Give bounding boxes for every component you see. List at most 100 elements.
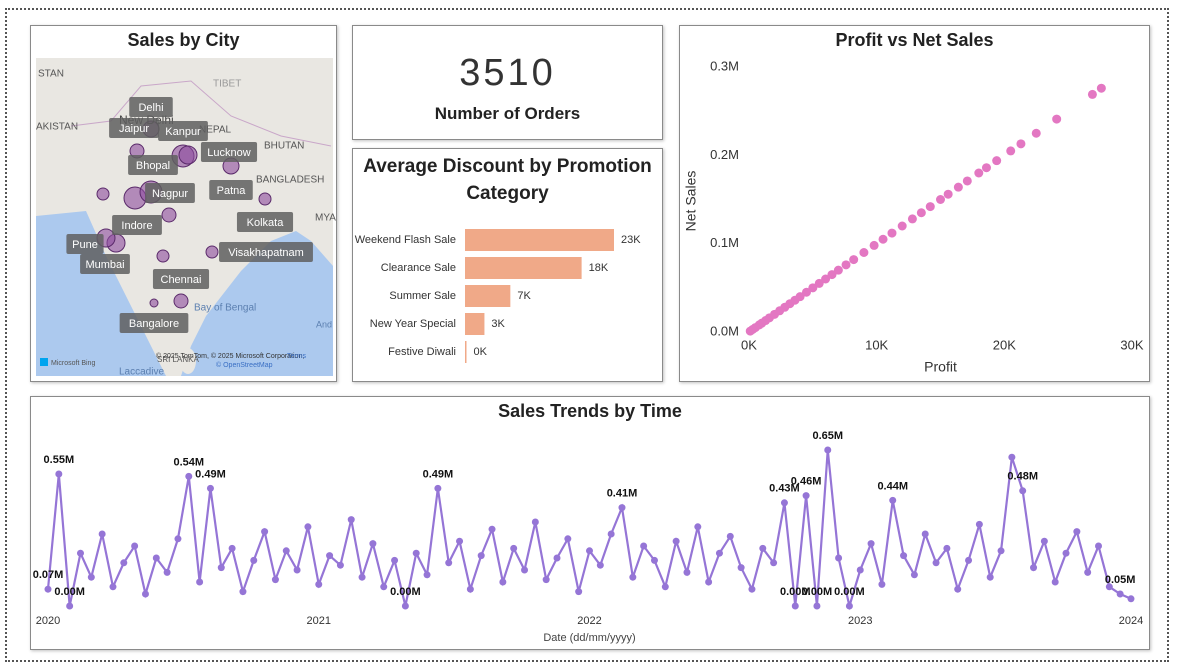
marker	[531, 518, 539, 526]
marker	[44, 585, 52, 593]
city-label-box	[109, 118, 159, 138]
marker	[813, 602, 821, 610]
line-chart: 2020 2021 2022 2023 2024 Date (dd/mm/yyyy) 0.0…	[33, 430, 1144, 644]
place-label: AKISTAN	[36, 122, 78, 133]
point	[827, 270, 837, 280]
city-label-box	[119, 313, 189, 333]
marker	[98, 530, 106, 538]
y-tick-label: 0.1M	[710, 235, 739, 250]
marker	[997, 547, 1005, 555]
marker	[910, 571, 918, 579]
city-label: Visakhapatnam	[228, 247, 304, 259]
marker	[715, 549, 723, 557]
data-label: 0.05M	[1105, 574, 1136, 586]
y-tick-label: 0.2M	[710, 147, 739, 162]
city-label-box	[80, 254, 130, 274]
marker	[553, 554, 561, 562]
data-label: 0.00M	[54, 586, 85, 598]
point	[1087, 89, 1097, 99]
marker	[586, 547, 593, 555]
marker	[423, 571, 431, 579]
marker	[1062, 549, 1070, 557]
city-label: Pune	[72, 239, 98, 251]
marker	[293, 566, 301, 574]
marker	[206, 484, 214, 492]
data-label: 0.00M	[834, 586, 865, 598]
marker	[726, 532, 734, 540]
map-panel: STAN TIBET AKISTAN New Delhi NEPAL BHUTA…	[30, 25, 337, 382]
marker	[845, 602, 853, 610]
point	[992, 156, 1002, 166]
marker	[867, 540, 875, 548]
chart-title: Average Discount by Promotion Category	[363, 156, 652, 204]
marker	[347, 516, 355, 524]
marker	[1008, 453, 1016, 461]
osm-link[interactable]: © OpenStreetMap	[216, 361, 273, 369]
x-axis-title: Profit	[924, 359, 957, 375]
marker	[802, 492, 810, 500]
marker	[618, 504, 626, 512]
marker	[607, 530, 615, 538]
brand: Microsoft Bing	[51, 360, 95, 367]
marker	[986, 573, 994, 581]
marker	[1116, 590, 1124, 598]
marker	[954, 585, 962, 593]
marker	[141, 590, 149, 598]
chart-title: Sales Trends by Time	[498, 401, 682, 421]
bar-chart: Weekend Flash Sale 23K Clearance Sale 18K Su…	[355, 229, 641, 363]
marker	[76, 549, 84, 557]
marker	[748, 585, 756, 593]
y-tick-label: Summer Sale	[389, 290, 456, 302]
city-label-box	[112, 215, 162, 235]
city-label: Kolkata	[247, 217, 285, 229]
marker	[336, 561, 344, 569]
place-label: Bay of Bengal	[194, 303, 256, 314]
marker	[369, 540, 377, 548]
terms-link[interactable]: Terms	[287, 353, 307, 360]
marker	[694, 523, 702, 531]
marker	[87, 573, 95, 581]
point	[981, 163, 991, 173]
marker	[921, 530, 929, 538]
bubble	[149, 298, 159, 308]
marker	[943, 544, 951, 552]
x-tick-label: 2023	[848, 615, 872, 627]
marker	[445, 559, 453, 567]
marker	[835, 554, 843, 562]
marker	[120, 559, 128, 567]
x-tick-label: 10K	[865, 337, 888, 352]
point	[869, 240, 879, 250]
x-tick-label: 2020	[36, 615, 60, 627]
bar	[465, 229, 614, 251]
city-label: Jaipur	[119, 123, 149, 135]
kpi-value: 3510	[459, 52, 556, 94]
y-tick-label: Weekend Flash Sale	[355, 234, 456, 246]
marker	[661, 583, 669, 591]
point	[943, 189, 953, 199]
point	[907, 214, 917, 224]
data-label: 0.00M	[802, 586, 833, 598]
marker	[575, 588, 583, 596]
marker	[488, 525, 496, 533]
city-label: Bangalore	[129, 318, 179, 330]
bar	[465, 285, 511, 307]
place-label: STAN	[38, 69, 64, 80]
marker	[66, 602, 74, 610]
x-axis-title: Date (dd/mm/yyyy)	[543, 632, 635, 644]
marker	[391, 556, 399, 564]
data-label: 0K	[474, 346, 488, 358]
data-label: 7K	[517, 290, 531, 302]
city-label: Delhi	[138, 102, 163, 114]
point	[1031, 128, 1041, 138]
y-tick-label: 0.0M	[710, 323, 739, 338]
marker	[542, 576, 550, 584]
marker	[629, 573, 637, 581]
point	[1016, 139, 1026, 149]
bar-panel: Weekend Flash Sale 23K Clearance Sale 18K Su…	[352, 148, 663, 382]
marker	[304, 523, 312, 531]
scatter-panel: 0.0M 0.1M 0.2M 0.3M 0K 10K 20K 30K Profit Net Sal…	[679, 25, 1150, 382]
y-tick-label: New Year Special	[370, 318, 456, 330]
map-title: Sales by City	[127, 30, 240, 50]
city-label-box	[145, 183, 195, 203]
data-label: 0.55M	[44, 454, 75, 466]
